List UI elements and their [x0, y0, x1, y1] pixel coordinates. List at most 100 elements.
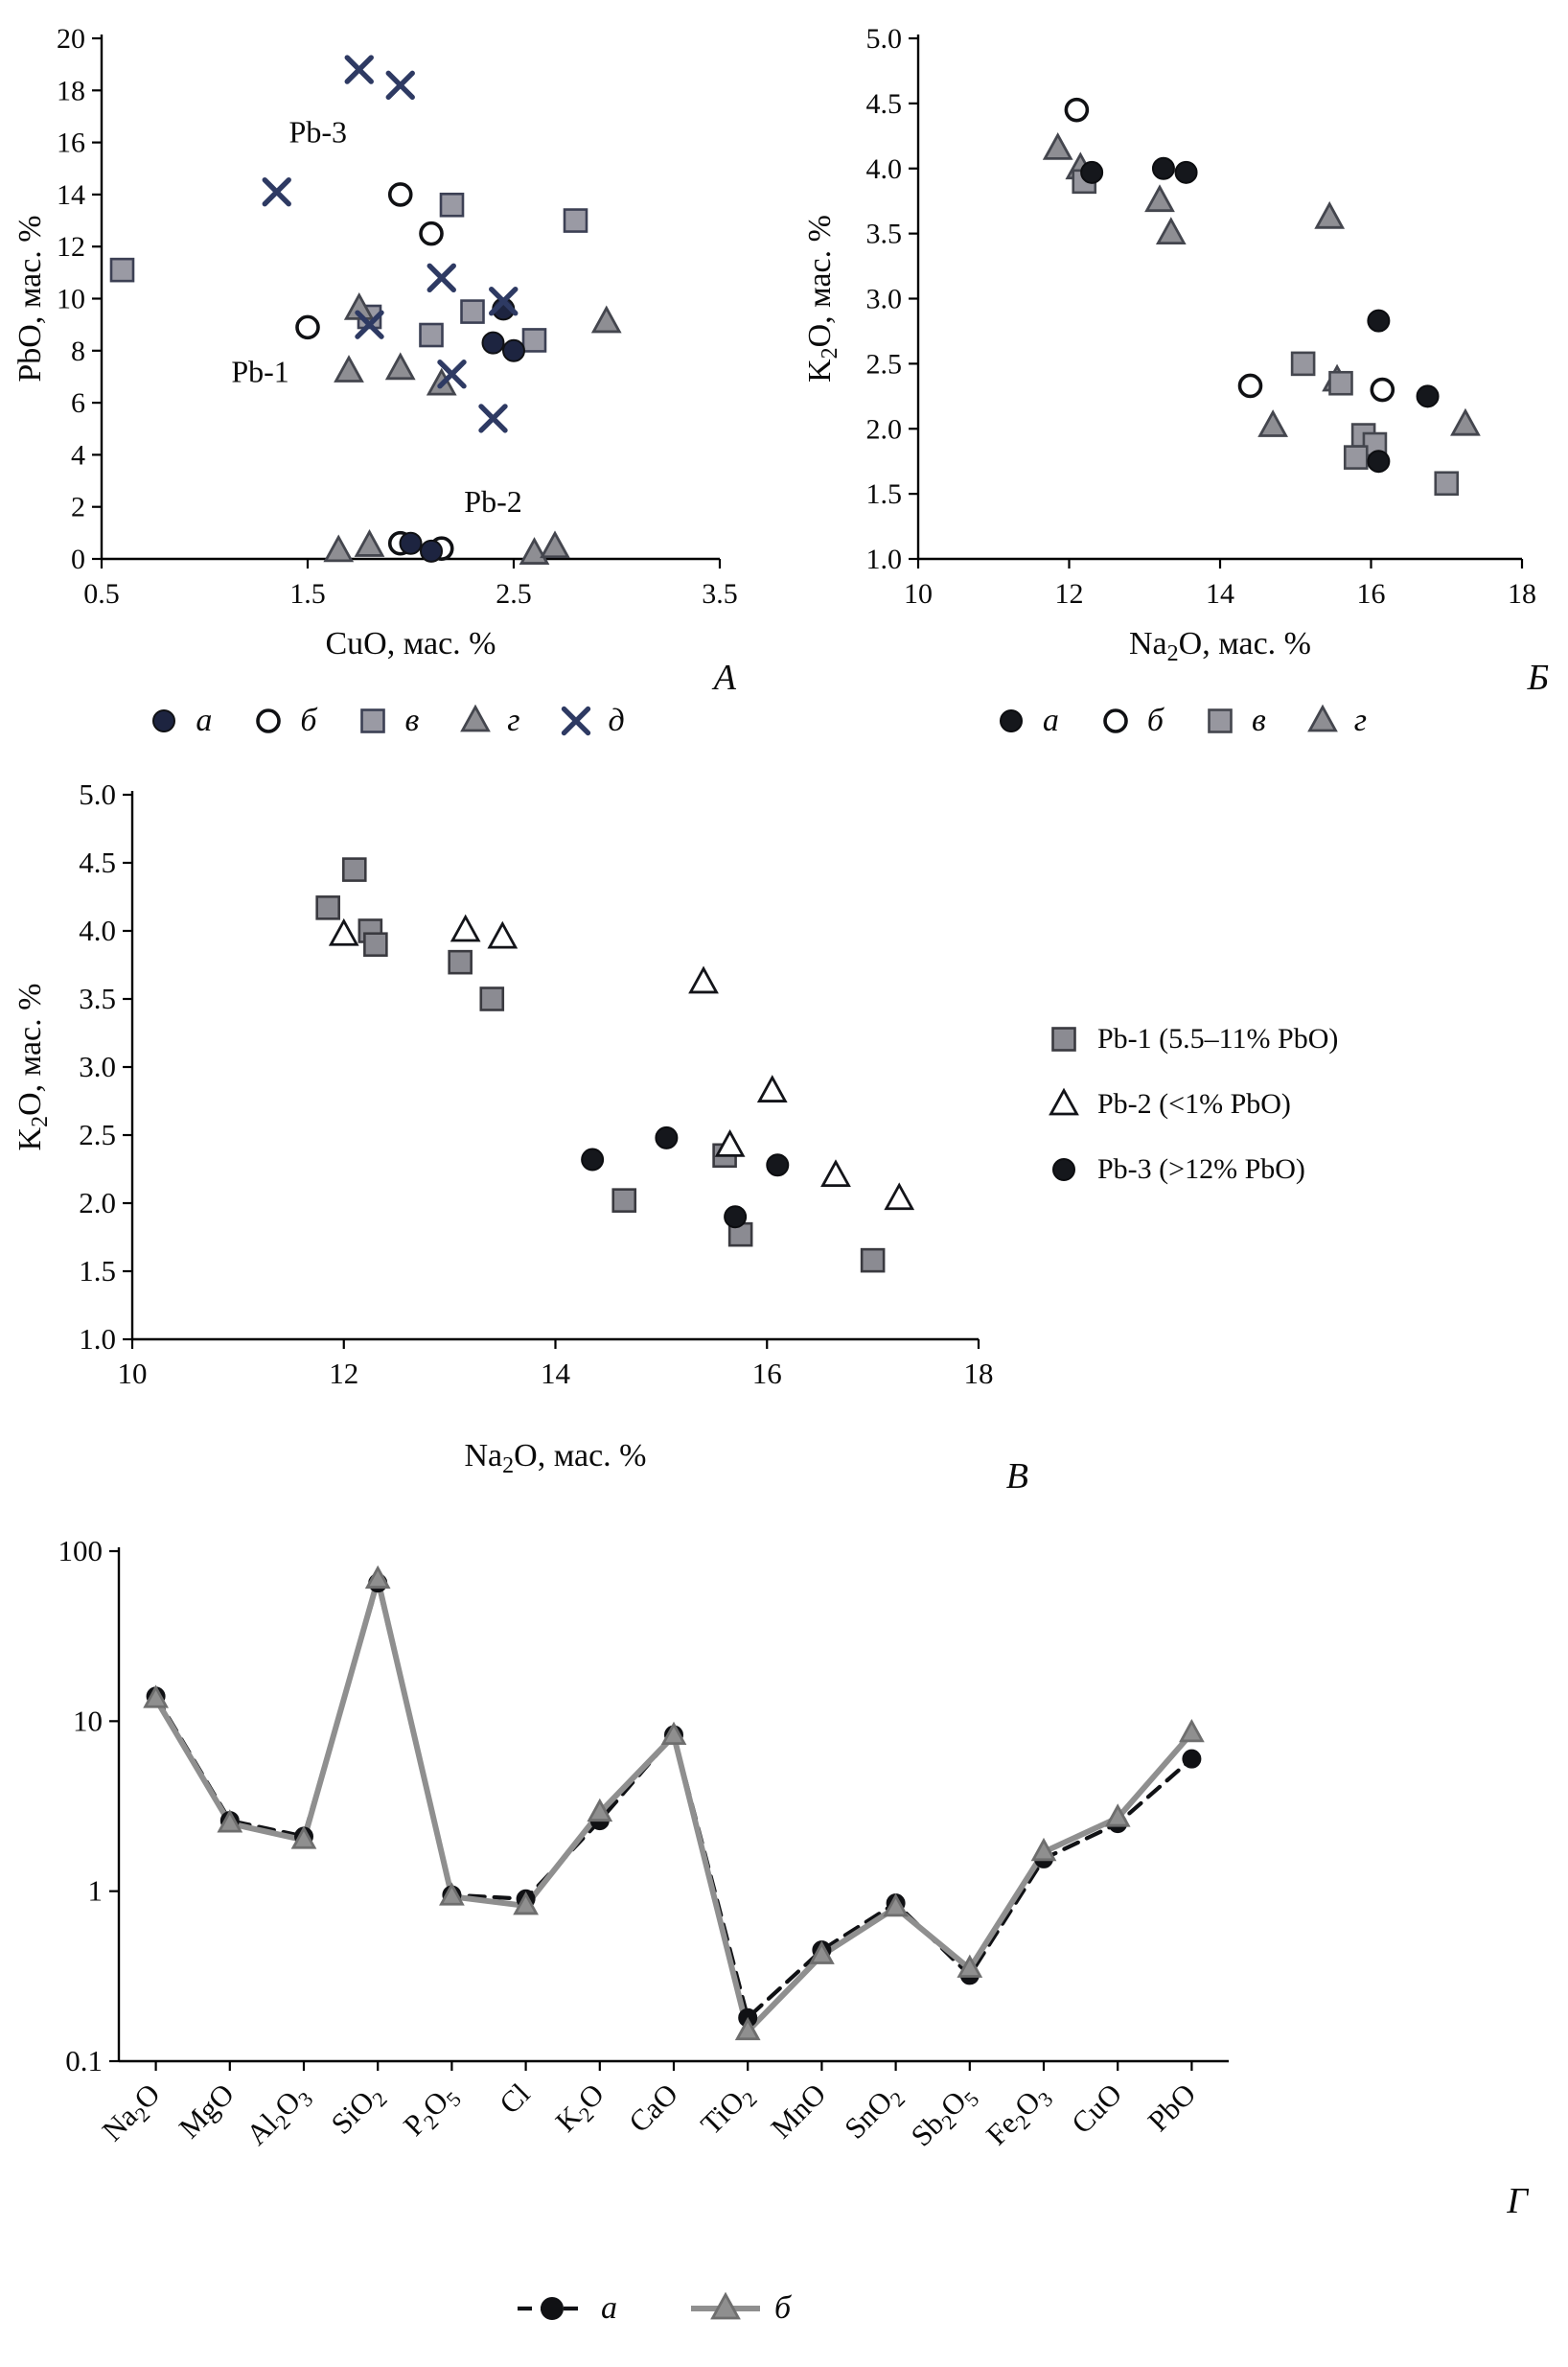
panel-letter-A: А: [713, 658, 736, 698]
series-Pb-2: [328, 914, 915, 1211]
svg-text:18: 18: [964, 1357, 994, 1390]
svg-text:14: 14: [541, 1357, 571, 1390]
triangle-legend-marker-icon: [690, 2291, 760, 2320]
legend-label: б: [773, 2290, 792, 2326]
legend-label: б: [300, 703, 317, 738]
svg-text:5.0: 5.0: [79, 777, 116, 811]
chart-A-scatter-pbo-vs-cuo: 0 2 4 6 8 10 12 14 16 18 20 0.5 1.5 2.5 3.5 CuO, мас. %…: [12, 23, 738, 661]
svg-text:4.5: 4.5: [79, 846, 116, 879]
svg-text:2.5: 2.5: [496, 578, 532, 610]
svg-text:TiO2: TiO2: [694, 2077, 762, 2145]
axes: [100, 35, 720, 561]
svg-text:CuO: CuO: [1065, 2077, 1128, 2140]
svg-text:1.0: 1.0: [79, 1322, 116, 1356]
circle-filled-legend-marker-icon: [999, 709, 1023, 732]
svg-text:Cl: Cl: [493, 2077, 536, 2120]
x-axis-label: Na2O, мас. %: [1129, 626, 1311, 666]
legend-label: г: [1353, 703, 1368, 738]
circle-filled-legend-marker-icon: [1052, 1158, 1075, 1181]
y-axis-label: K2O, мас. %: [12, 984, 53, 1151]
svg-text:4.5: 4.5: [866, 88, 903, 120]
svg-text:SnO2: SnO2: [838, 2077, 910, 2148]
panel-G: 0.1 1 10 100 Na2O MgO Al2O3 SiO2 P2O5 Cl K2O CaO TiO…: [6, 1520, 1568, 2327]
svg-text:20: 20: [57, 23, 85, 55]
svg-text:3.5: 3.5: [702, 578, 738, 610]
axes: [130, 791, 979, 1341]
legend-V: Pb-1 (5.5–11% PbO) Pb-2 (<1% PbO) Pb-3 (>1…: [1044, 1021, 1338, 1496]
legend-item-Pb-1 (5.5–11% PbO): Pb-1 (5.5–11% PbO): [1044, 1021, 1338, 1057]
axes: [117, 1547, 1229, 2063]
legend-item-г: г: [455, 703, 519, 739]
legend-item-Pb-3 (>12% PbO): Pb-3 (>12% PbO): [1044, 1151, 1338, 1188]
svg-text:P2O5: P2O5: [397, 2077, 466, 2146]
legend-B: а б в г: [796, 703, 1562, 739]
legend-label: б: [1146, 703, 1164, 738]
svg-text:16: 16: [57, 128, 85, 159]
circle-open-legend-marker-icon: [256, 708, 282, 733]
legend-label: д: [608, 703, 625, 738]
svg-text:Fe2O3: Fe2O3: [980, 2077, 1058, 2155]
svg-text:1.5: 1.5: [79, 1254, 116, 1288]
series-в: [109, 192, 588, 353]
legend-item-б: б: [1095, 703, 1164, 739]
axes: [916, 35, 1522, 561]
svg-text:4: 4: [71, 439, 85, 471]
legend-label: Pb-2 (<1% PbO): [1097, 1088, 1291, 1120]
legend-item-в: в: [353, 703, 419, 739]
svg-text:Na2O: Na2O: [96, 2077, 170, 2150]
legend-label: а: [196, 703, 213, 738]
x-legend-marker-icon: [562, 706, 591, 736]
series-б: [143, 1565, 1205, 2041]
legend-item-б: б: [688, 2290, 791, 2327]
svg-text:2: 2: [71, 492, 85, 523]
svg-text:14: 14: [1206, 578, 1234, 610]
square-legend-marker-icon: [360, 708, 386, 733]
triangle-open-legend-marker-icon: [1049, 1087, 1079, 1116]
series-г: [1042, 131, 1481, 437]
legend-item-г: г: [1303, 703, 1367, 739]
svg-text:18: 18: [1508, 578, 1536, 610]
svg-text:5.0: 5.0: [866, 23, 903, 55]
svg-text:10: 10: [118, 1357, 148, 1390]
svg-text:MnO: MnO: [764, 2077, 832, 2145]
series-Pb-3: [581, 1125, 790, 1229]
circle-filled-legend-marker-icon: [152, 709, 176, 732]
svg-text:12: 12: [1055, 578, 1084, 610]
svg-text:10: 10: [57, 284, 85, 315]
svg-text:1.5: 1.5: [289, 578, 326, 610]
top-row: 0 2 4 6 8 10 12 14 16 18 20 0.5 1.5 2.5 3.5 CuO, мас. %…: [6, 8, 1568, 739]
legend-label: г: [507, 703, 520, 738]
series-д: [262, 55, 519, 433]
middle-row: 1.0 1.5 2.0 2.5 3.0 3.5 4.0 4.5 5.0 10 12 14 16 18 Na2…: [6, 762, 1568, 1496]
svg-text:Al2O3: Al2O3: [240, 2077, 318, 2155]
series-line-б: [152, 1576, 1195, 2034]
legend-label: в: [1252, 703, 1266, 738]
svg-text:0.5: 0.5: [83, 578, 120, 610]
x-ticks: 10 12 14 16 18: [118, 1339, 994, 1390]
x-axis-label: Na2O, мас. %: [465, 1438, 647, 1478]
legend-item-а: а: [991, 703, 1059, 739]
chart-B-scatter-k2o-vs-na2o: 1.0 1.5 2.0 2.5 3.0 3.5 4.0 4.5 5.0 10 12 14 16 18 Na2…: [802, 23, 1536, 666]
panel-A: 0 2 4 6 8 10 12 14 16 18 20 0.5 1.5 2.5 3.5 CuO, мас. %…: [6, 8, 763, 739]
series-а: [146, 1573, 1202, 2028]
svg-text:6: 6: [71, 387, 85, 419]
svg-text:12: 12: [329, 1357, 358, 1390]
chart-V-scatter-k2o-vs-na2o: 1.0 1.5 2.0 2.5 3.0 3.5 4.0 4.5 5.0 10 12 14 16 18 Na2…: [12, 777, 994, 1478]
panel-V: 1.0 1.5 2.0 2.5 3.0 3.5 4.0 4.5 5.0 10 12 14 16 18 Na2…: [6, 762, 1036, 1496]
annotation-Pb-3: Pb-3: [289, 115, 347, 150]
legend-label: а: [600, 2290, 617, 2326]
legend-label: а: [1042, 703, 1059, 738]
legend-label: Pb-3 (>12% PbO): [1097, 1153, 1305, 1185]
panel-letter-B: Б: [1527, 658, 1549, 698]
y-ticks: 0.1 1 10 100: [58, 1534, 119, 2077]
circle-filled-legend-marker-icon: [517, 2297, 587, 2320]
legend-label: Pb-1 (5.5–11% PbO): [1097, 1023, 1339, 1055]
x-ticks: 10 12 14 16 18: [904, 559, 1536, 610]
series-в: [1072, 169, 1460, 497]
legend-A: а б в г д: [6, 703, 763, 739]
svg-text:CaO: CaO: [622, 2077, 684, 2139]
y-axis-label: K2O, мас. %: [802, 215, 842, 383]
svg-text:18: 18: [57, 75, 85, 106]
